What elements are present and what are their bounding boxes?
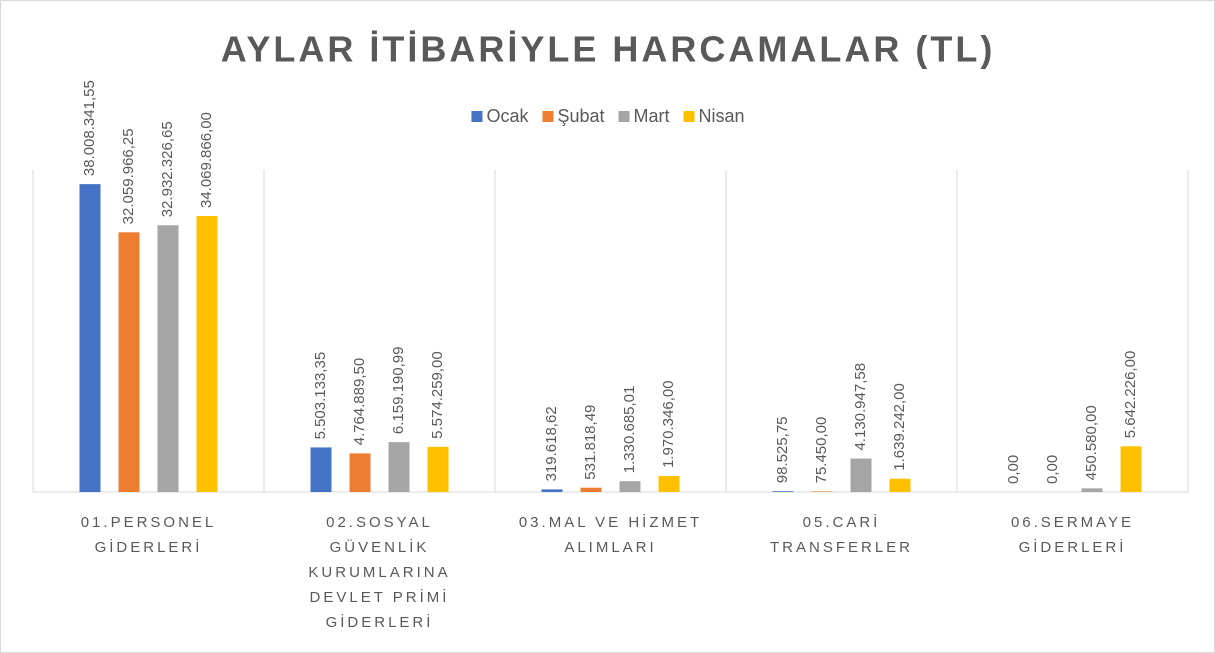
bar [388,442,410,492]
legend-label: Ocak [486,106,529,126]
data-label: 1.330.685,01 [621,386,638,474]
data-label: 450.580,00 [1083,405,1100,480]
data-label: 1.970.346,00 [660,380,677,468]
data-label: 34.069.866,00 [198,112,215,208]
x-tick-label: 02.SOSYAL GÜVENLİK KURUMLARINA DEVLET PR… [308,514,451,631]
bar [1081,488,1103,492]
bar [541,489,563,492]
bar [889,478,911,492]
data-label: 0,00 [1005,455,1022,484]
legend-swatch [471,111,483,122]
bar [79,184,101,492]
bar [580,487,602,492]
data-label: 32.059.966,25 [120,128,137,224]
legend-label: Nisan [699,106,745,126]
legend-swatch [618,111,630,122]
legend-label: Şubat [557,106,604,126]
data-label: 32.932.326,65 [159,121,176,217]
bar [619,481,641,492]
chart-title: AYLAR İTİBARİYLE HARCAMALAR (TL) [221,29,996,70]
data-label: 38.008.341,55 [81,80,98,176]
data-label: 4.764.889,50 [351,358,368,446]
bar [157,225,179,492]
data-label: 6.159.190,99 [390,347,407,435]
x-tick-label: 03.MAL VE HİZMET ALIMLARI [518,514,703,556]
x-tick-label: 06.SERMAYE GİDERLERİ [1010,514,1135,556]
data-label: 5.503.133,35 [312,352,329,440]
data-label: 5.574.259,00 [429,351,446,439]
data-label: 4.130.947,58 [852,363,869,451]
bar [811,491,833,492]
data-label: 0,00 [1044,455,1061,484]
data-label: 319.618,62 [543,406,560,481]
bar [196,216,218,492]
x-tick-label: 01.PERSONEL GİDERLERİ [80,514,217,556]
bar [658,476,680,492]
bar [310,447,332,492]
data-label: 98.525,75 [774,416,791,483]
legend-label: Mart [634,106,670,126]
bar [118,232,140,492]
legend-swatch [542,111,554,122]
bar [427,446,449,492]
legend-swatch [683,111,695,122]
bar [850,458,872,492]
x-tick-label: 05.CARİ TRANSFERLER [769,514,914,556]
data-label: 1.639.242,00 [891,383,908,471]
bar [1120,446,1142,492]
bar [349,453,371,492]
data-label: 531.818,49 [582,405,599,480]
data-label: 5.642.226,00 [1122,351,1139,439]
bar [772,491,794,492]
data-label: 75.450,00 [813,417,830,484]
